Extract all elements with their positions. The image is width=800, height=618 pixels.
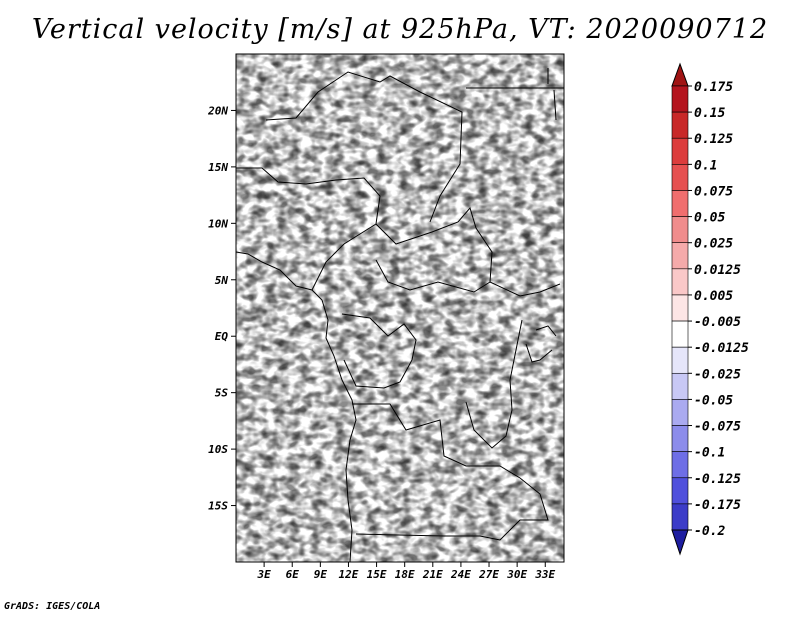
colorbar-top-arrow <box>671 62 689 87</box>
colorbar-label: 0.175 <box>694 80 733 95</box>
colorbar-swatch <box>671 242 689 270</box>
chart-title: Vertical velocity [m/s] at 925hPa, VT: 2… <box>31 14 769 45</box>
lon-tick-label: 9E <box>314 568 328 581</box>
lon-tick-label: 6E <box>286 568 300 581</box>
colorbar-label: 0.1 <box>694 158 717 173</box>
velocity-field <box>236 54 564 562</box>
lat-tick-label: 5S <box>215 387 229 400</box>
colorbar-swatch <box>671 294 689 322</box>
lat-tick-label: 5N <box>215 274 229 287</box>
lon-tick-label: 3E <box>256 568 271 581</box>
colorbar-swatch <box>671 216 689 244</box>
colorbar-swatch <box>671 477 689 505</box>
colorbar-label: 0.15 <box>694 106 725 121</box>
colorbar-bottom-arrow <box>671 529 689 556</box>
border-congo <box>341 313 417 389</box>
colorbar-swatch <box>671 503 689 531</box>
colorbar-swatch <box>671 320 689 348</box>
lon-tick-label: 12E <box>339 568 359 581</box>
lon-tick-label: 24E <box>450 568 471 581</box>
grads-credit: GrADS: IGES/COLA <box>4 601 101 612</box>
lat-tick-label: 10N <box>208 217 228 230</box>
border-east <box>465 281 561 449</box>
border-south <box>352 403 549 541</box>
colorbar-label: -0.025 <box>694 367 741 382</box>
colorbar-swatch <box>671 399 689 426</box>
colorbar-label: -0.075 <box>694 420 741 435</box>
colorbar-swatch <box>671 451 689 479</box>
colorbar-swatch <box>671 111 689 139</box>
lat-tick-label: EQ <box>215 330 229 343</box>
colorbar-label: 0.075 <box>694 184 733 199</box>
colorbar-label: -0.05 <box>694 393 733 408</box>
colorbar-label: -0.2 <box>694 524 725 539</box>
lon-tick-label: 30E <box>506 568 527 581</box>
colorbar-swatch <box>671 346 689 374</box>
border-north <box>265 71 463 223</box>
colorbar: 0.175 0.15 0.125 0.1 0.075 0.05 0.025 0.0125 0.0… <box>671 62 749 556</box>
border-sahel <box>236 167 381 291</box>
lat-tick-label: 10S <box>208 443 228 456</box>
lon-tick-label: 21E <box>422 568 443 581</box>
colorbar-label: -0.175 <box>694 498 741 513</box>
lon-tick-label: 33E <box>534 568 555 581</box>
colorbar-label: 0.05 <box>694 211 725 226</box>
colorbar-swatch <box>671 425 689 452</box>
colorbar-swatch <box>671 164 689 191</box>
colorbar-swatch <box>671 85 689 113</box>
lat-tick-label: 20N <box>207 104 228 117</box>
lon-tick-label: 15E <box>367 568 387 581</box>
negative-noise-layer <box>236 54 564 562</box>
colorbar-label: -0.005 <box>694 315 741 330</box>
colorbar-label: 0.0125 <box>694 263 741 278</box>
lat-tick-label: 15N <box>208 161 228 174</box>
lat-tick-label: 15S <box>208 500 228 513</box>
map-axes: 20N 15N 10N 5N EQ 5S 10S 15S 3E 6E 9E 12E 15E 18E 21E 2… <box>207 53 565 581</box>
border-lakes <box>525 325 557 363</box>
border-central <box>375 206 493 293</box>
colorbar-swatch <box>671 137 689 165</box>
colorbar-label: 0.025 <box>694 237 733 252</box>
colorbar-swatch <box>671 268 689 296</box>
colorbar-label: -0.0125 <box>694 341 749 356</box>
colorbar-swatch <box>671 190 689 217</box>
lon-tick-label: 27E <box>478 568 499 581</box>
lon-tick-label: 18E <box>395 568 415 581</box>
colorbar-label: -0.125 <box>694 472 741 487</box>
colorbar-label: 0.125 <box>694 132 733 147</box>
colorbar-swatch <box>671 372 689 400</box>
map-frame <box>235 53 565 563</box>
colorbar-label: 0.005 <box>694 289 733 304</box>
colorbar-label: -0.1 <box>694 446 725 461</box>
country-borders <box>236 68 564 562</box>
coastline-west <box>236 251 357 562</box>
border-northeast <box>466 68 564 121</box>
